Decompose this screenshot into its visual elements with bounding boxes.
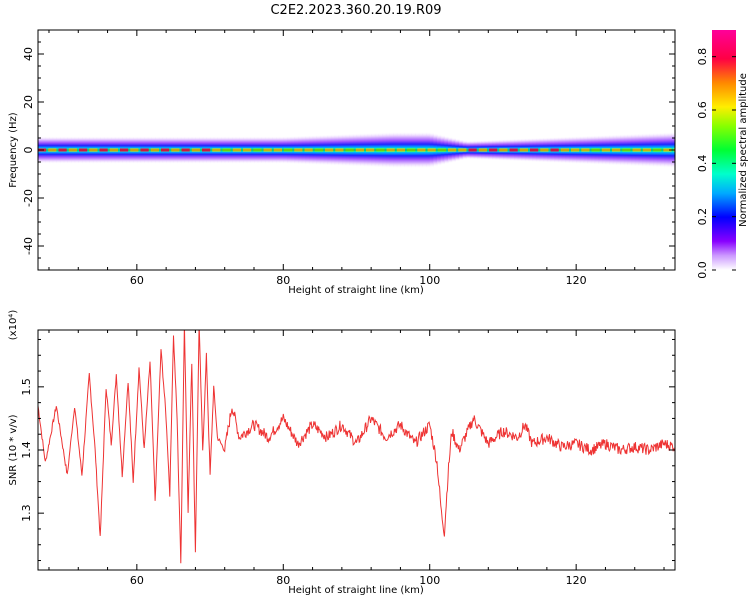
- x-tick-label: 120: [566, 274, 587, 287]
- figure-title: C2E2.2023.360.20.19.R09: [270, 3, 441, 18]
- y-tick-label: 1.4: [20, 441, 33, 459]
- snr-series-line: [38, 330, 675, 564]
- spectrogram-x-label: Height of straight line (km): [288, 285, 424, 296]
- snr-plot-area: [38, 330, 675, 564]
- snr-y-label: SNR (10 * v/v): [8, 414, 19, 485]
- snr-y-scale-label: (x10⁴): [8, 310, 19, 341]
- spectrogram-x-ticks: 60 80 100 120: [48, 30, 665, 287]
- snr-x-ticks: 60 80 100 120: [48, 330, 665, 587]
- colorbar-tick-label: 0.6: [696, 101, 709, 119]
- colorbar-ticks: 0.0 0.2 0.4 0.6 0.8: [696, 48, 736, 279]
- y-tick-label: 0: [22, 147, 35, 154]
- spectrogram-y-ticks: -40 -20 0 20 40: [22, 41, 675, 259]
- snr-x-label: Height of straight line (km): [288, 585, 424, 596]
- colorbar-swatch: [712, 30, 736, 270]
- y-tick-label: -40: [22, 237, 35, 255]
- x-tick-label: 60: [130, 574, 144, 587]
- spectrogram-panel: 60 80 100 120 -40 -20 0 20 40 Height of straigh…: [8, 29, 676, 296]
- x-tick-label: 100: [419, 274, 440, 287]
- colorbar-tick-label: 0.4: [696, 155, 709, 173]
- y-tick-label: 20: [22, 95, 35, 109]
- snr-frame: [37, 329, 676, 571]
- y-tick-label: 1.5: [20, 378, 33, 396]
- y-tick-label: 40: [22, 47, 35, 61]
- snr-y-ticks: 1.3 1.4 1.5: [20, 338, 675, 562]
- x-tick-label: 80: [276, 574, 290, 587]
- snr-panel: 60 80 100 120 1.3 1.4 1.5 Height of straight …: [8, 310, 676, 596]
- y-tick-label: 1.3: [20, 504, 33, 522]
- x-tick-label: 100: [419, 574, 440, 587]
- colorbar-tick-label: 0.2: [696, 208, 709, 226]
- x-tick-label: 120: [566, 574, 587, 587]
- x-tick-label: 80: [276, 274, 290, 287]
- colorbar-tick-label: 0.0: [696, 261, 709, 279]
- colorbar: 0.0 0.2 0.4 0.6 0.8 Normalized spectral ampl…: [696, 30, 749, 279]
- colorbar-label: Normalized spectral amplitude: [738, 73, 749, 227]
- spectrogram-y-label: Frequency (Hz): [8, 112, 19, 188]
- x-tick-label: 60: [130, 274, 144, 287]
- spectrogram-plot-area: [38, 131, 675, 169]
- colorbar-tick-label: 0.8: [696, 48, 709, 66]
- y-tick-label: -20: [22, 189, 35, 207]
